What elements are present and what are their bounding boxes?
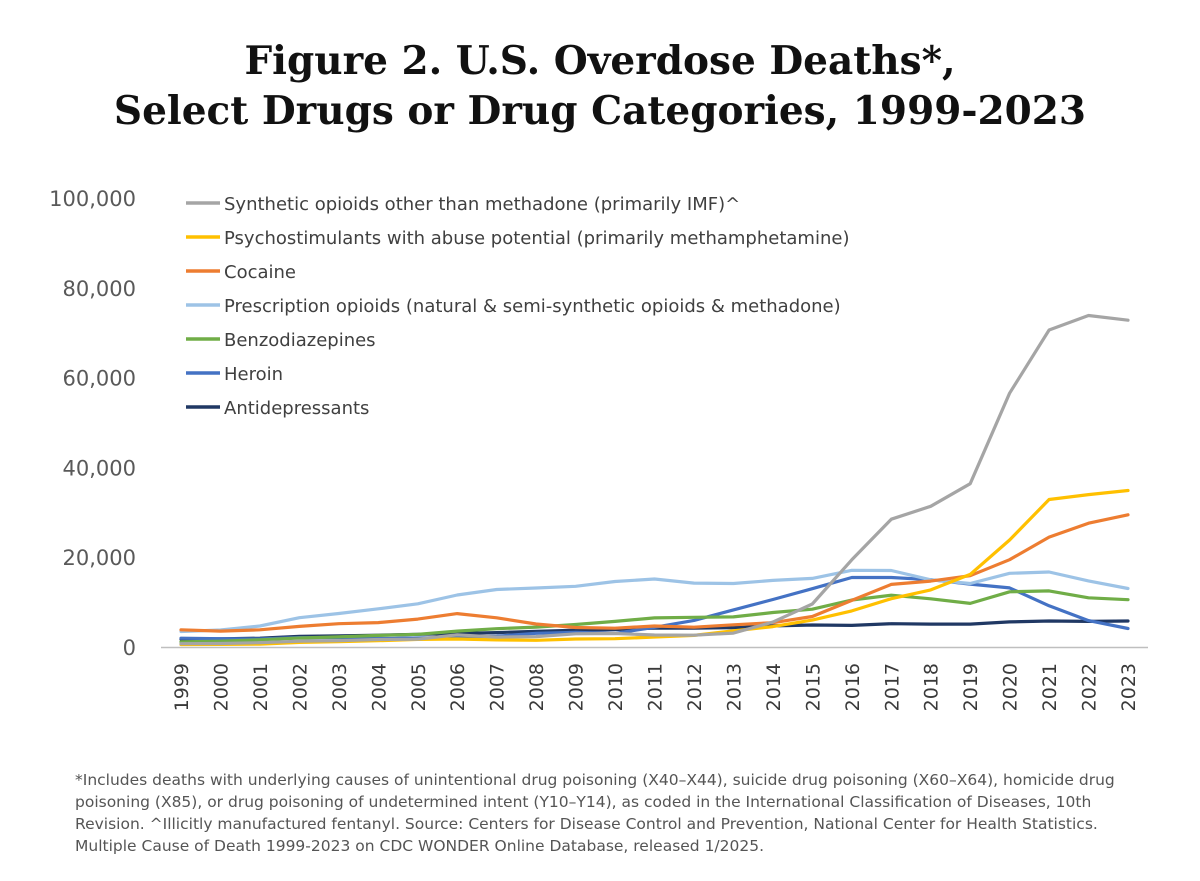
x-tick-label: 2021 [1039,663,1061,711]
series-line-5 [179,575,1130,641]
x-tick-label: 2018 [921,663,943,711]
series-lines [179,313,1130,647]
y-tick-label: 100,000 [49,187,136,211]
x-tick-label: 2004 [368,663,390,711]
legend-label: Cocaine [224,262,296,283]
legend-label: Prescription opioids (natural & semi-syn… [224,296,841,317]
legend: Synthetic opioids other than methadone (… [186,194,849,419]
x-tick-label: 2015 [802,663,824,711]
legend-label: Heroin [224,364,283,385]
y-tick-label: 40,000 [63,456,136,480]
x-tick-label: 2020 [1000,663,1022,711]
series-line-0 [179,313,1130,646]
series-line-3 [179,568,1130,634]
chart-title-line-1: Figure 2. U.S. Overdose Deaths*, [244,38,956,84]
x-tick-label: 2014 [763,663,785,711]
x-tick-label: 1999 [171,663,193,711]
x-tick-label: 2013 [723,663,745,711]
x-tick-label: 2005 [408,663,430,711]
y-tick-label: 60,000 [63,367,136,391]
x-tick-label: 2000 [210,663,232,711]
x-axis: 1999 2000 2001 2002 2003 2004 2005 2006 2007 2008… [161,646,1148,711]
y-tick-label: 0 [123,636,136,660]
x-tick-label: 2009 [566,663,588,711]
x-tick-label: 2007 [487,663,509,711]
x-tick-label: 2008 [526,663,548,711]
series-line-4 [179,589,1130,644]
x-tick-label: 2023 [1118,663,1140,711]
legend-label: Psychostimulants with abuse potential (p… [224,228,849,249]
x-tick-label: 2006 [447,663,469,711]
series-line-1 [179,488,1130,647]
legend-label: Antidepressants [224,398,369,419]
legend-label: Synthetic opioids other than methadone (… [224,194,740,215]
y-tick-label: 20,000 [63,546,136,570]
footnote: *Includes deaths with underlying causes … [75,771,1115,855]
y-axis: 0 20,000 40,000 60,000 80,000 100,000 [49,187,136,660]
legend-label: Benzodiazepines [224,330,376,351]
x-tick-label: 2012 [684,663,706,711]
x-tick-label: 2017 [881,663,903,711]
x-tick-label: 2011 [645,663,667,711]
x-tick-label: 2001 [250,663,272,711]
x-tick-label: 2002 [289,663,311,711]
x-tick-label: 2003 [329,663,351,711]
y-tick-label: 80,000 [63,277,136,301]
x-tick-label: 2010 [605,663,627,711]
x-tick-label: 2019 [960,663,982,711]
x-tick-label: 2022 [1079,663,1101,711]
overdose-line-chart: 0 20,000 40,000 60,000 80,000 100,000 1999 200… [49,187,1148,711]
x-tick-label: 2016 [842,663,864,711]
chart-title-line-2: Select Drugs or Drug Categories, 1999-20… [113,88,1087,134]
